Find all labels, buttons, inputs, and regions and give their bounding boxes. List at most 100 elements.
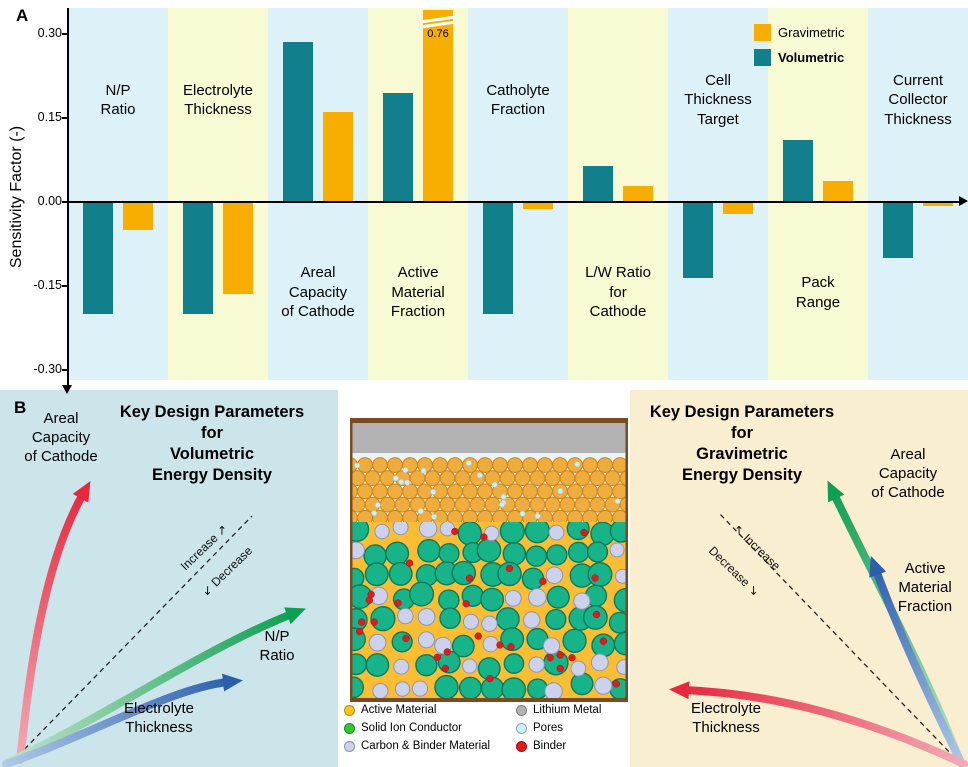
gravimetric-parameters-panel: Key Design Parameters for Gravimetric En…: [630, 390, 968, 767]
conductor-particle: [546, 585, 570, 609]
pore-particle: [431, 513, 437, 520]
separator-particle: [492, 457, 508, 473]
chart-legend: Gravimetric Volumetric: [754, 24, 844, 66]
separator-particle: [544, 470, 561, 487]
separator-particle: [612, 457, 628, 473]
y-tick-mark: [62, 369, 67, 371]
conductor-particle: [415, 653, 438, 677]
gravimetric-bar: [823, 181, 853, 202]
category-band-7: Cell Thickness Target: [668, 8, 768, 380]
conductor-particle: [438, 542, 460, 565]
volumetric-swatch: [754, 49, 771, 66]
carbon-binder-particle: [392, 522, 409, 536]
lithium-metal-dot: [516, 704, 527, 716]
conductor-particle: [586, 541, 609, 563]
separator-particle: [372, 483, 388, 500]
volumetric-bar: [83, 202, 113, 314]
carbon-binder-particle: [573, 592, 591, 610]
separator-particle: [589, 496, 606, 513]
volumetric-panel-title: Key Design Parameters for Volumetric Ene…: [119, 403, 305, 485]
carbon-binder-dot: [344, 740, 355, 752]
binder-particle: [556, 651, 564, 659]
gravimetric-bar: [323, 112, 353, 202]
electrolyte-thickness-arrow-volumetric: [2, 673, 243, 767]
pore-particle: [417, 508, 424, 515]
panel-a-sensitivity-chart: A Sensitivity Factor (-) Gravimetric Vol…: [8, 6, 968, 394]
gravimetric-bar: [223, 202, 253, 295]
separator-particle: [477, 483, 493, 500]
binder-particle: [592, 610, 601, 619]
separator-particle: [559, 470, 576, 487]
conductor-particle: [388, 561, 413, 586]
conductor-particle: [587, 561, 613, 588]
conductor-particle: [495, 607, 520, 631]
conductor-particle: [417, 538, 441, 563]
binder-particle: [402, 634, 410, 643]
binder-particle: [370, 618, 378, 626]
carbon-binder-particle: [481, 615, 498, 632]
volumetric-bar: [283, 42, 313, 202]
conductor-particle: [543, 650, 569, 676]
gravimetric-bar: [923, 202, 953, 207]
y-axis-arrow: [62, 385, 73, 394]
schematic-legend-col1: Active Material Solid Ion Conductor Carb…: [344, 704, 506, 752]
active-material-fraction-label-gravimetric: Active Material Fraction: [897, 560, 953, 615]
areal-capacity-arrow-volumetric: [16, 480, 91, 764]
binder-particle: [507, 643, 515, 651]
binder-particle: [405, 559, 414, 567]
separator-particle: [544, 496, 561, 513]
binder-particle: [539, 577, 547, 585]
y-tick-mark: [62, 33, 67, 35]
separator-particle: [612, 483, 628, 500]
pore-particle: [519, 510, 526, 517]
binder-particle: [355, 627, 364, 636]
legend-item-pores: Pores: [516, 722, 632, 734]
separator-particle: [364, 470, 381, 487]
binder-label: Binder: [533, 740, 567, 752]
separator-particle: [439, 496, 456, 513]
gravimetric-bar: 0.76: [419, 10, 457, 202]
y-axis-title: Sensitivity Factor (-): [8, 125, 25, 269]
separator-particle: [477, 457, 493, 473]
carbon-binder-particle: [461, 658, 478, 674]
electrolyte-thickness-label-volumetric: Electrolyte Thickness: [123, 700, 195, 736]
separator-particle: [439, 470, 456, 487]
category-label: Pack Range: [795, 274, 841, 311]
pores-dot: [516, 722, 527, 734]
separator-particle: [402, 483, 418, 500]
separator-particle: [597, 457, 613, 473]
volumetric-legend-label: Volumetric: [778, 50, 845, 65]
pore-particle: [374, 502, 381, 508]
separator-particle: [424, 470, 441, 487]
active-material-dot: [344, 704, 355, 716]
separator-particle: [417, 483, 433, 500]
pore-particle: [404, 479, 411, 486]
carbon-binder-particle: [504, 589, 522, 607]
conductor-particle: [364, 562, 389, 587]
separator-particle: [432, 457, 448, 473]
areal-capacity-label-gravimetric: Areal Capacity of Cathode: [871, 446, 945, 501]
y-tick-label: 0.00: [37, 194, 62, 208]
active-material-label: Active Material: [361, 704, 437, 716]
binder-particle: [443, 648, 451, 656]
separator-particle: [522, 483, 538, 500]
gravimetric-panel-title: Key Design Parameters for Gravimetric En…: [649, 403, 835, 485]
y-tick-label: 0.30: [37, 26, 62, 40]
y-tick-label: 0.15: [37, 110, 62, 124]
separator-particle: [604, 470, 621, 487]
separator-particle: [379, 496, 396, 513]
category-label: Electrolyte Thickness: [182, 81, 254, 119]
clipped-bar-value-label: 0.76: [427, 28, 449, 40]
y-tick-mark: [62, 285, 67, 287]
separator-particle: [507, 457, 523, 473]
binder-particle: [394, 599, 402, 607]
pore-particle: [420, 467, 427, 474]
separator-particle: [574, 470, 591, 487]
separator-particle: [582, 483, 598, 500]
binder-particle: [480, 533, 488, 541]
binder-particle: [433, 653, 442, 661]
carbon-binder-particle: [548, 524, 565, 541]
carbon-binder-particle: [594, 676, 613, 695]
conductor-particle: [370, 606, 396, 632]
separator-particle: [357, 483, 373, 500]
